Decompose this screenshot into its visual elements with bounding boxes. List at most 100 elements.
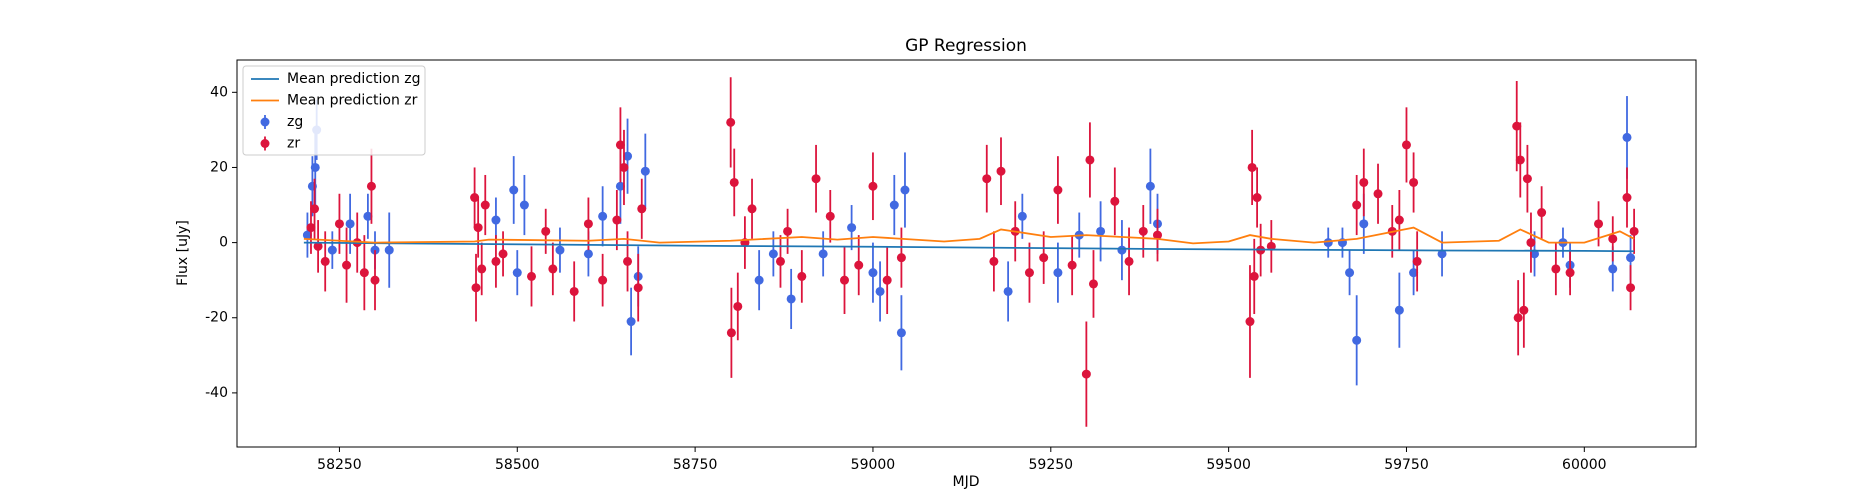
data-point — [342, 260, 352, 270]
data-point — [583, 219, 593, 229]
legend-box — [242, 65, 426, 156]
plot-frame — [236, 59, 1697, 448]
data-point — [1085, 155, 1095, 165]
data-point — [768, 249, 778, 259]
data-point — [726, 328, 736, 338]
data-point — [612, 215, 622, 225]
legend-label: Mean prediction zg — [287, 71, 421, 87]
data-point — [491, 256, 501, 266]
data-point — [471, 283, 481, 293]
data-point — [1626, 283, 1636, 293]
data-point — [1622, 132, 1632, 142]
data-point — [491, 215, 501, 225]
data-point — [541, 226, 551, 236]
data-point — [1345, 268, 1355, 278]
data-point — [754, 275, 764, 285]
data-point — [569, 286, 579, 296]
data-point — [1145, 181, 1155, 191]
y-axis-label: Flux [uJy] — [175, 220, 191, 286]
data-point — [783, 226, 793, 236]
data-point — [1373, 189, 1383, 199]
data-point — [1053, 185, 1063, 195]
data-point — [982, 174, 992, 184]
data-point — [896, 253, 906, 263]
data-point — [1053, 268, 1063, 278]
y-tick-label: -40 — [205, 385, 228, 401]
x-tick-label: 58250 — [317, 457, 362, 473]
data-point — [366, 181, 376, 191]
data-point — [889, 200, 899, 210]
data-point — [313, 241, 323, 251]
data-point — [1409, 268, 1419, 278]
data-point — [996, 166, 1006, 176]
data-point — [480, 200, 490, 210]
legend-label: zr — [287, 136, 300, 152]
data-point — [1323, 238, 1333, 248]
y-tick-label: 20 — [210, 159, 228, 175]
data-point — [747, 204, 757, 214]
x-tick-label: 59750 — [1384, 457, 1429, 473]
data-point — [555, 245, 565, 255]
data-point — [370, 275, 380, 285]
data-point — [1266, 241, 1276, 251]
data-point — [854, 260, 864, 270]
legend-label: zg — [287, 114, 303, 130]
data-point — [726, 117, 736, 127]
data-point — [1359, 177, 1369, 187]
data-point — [1512, 121, 1522, 131]
data-point — [875, 286, 885, 296]
data-point — [498, 249, 508, 259]
data-point — [509, 185, 519, 195]
data-point — [1551, 264, 1561, 274]
data-point — [1608, 264, 1618, 274]
data-point — [1017, 211, 1027, 221]
data-point — [989, 256, 999, 266]
data-point — [623, 151, 633, 161]
data-point — [512, 268, 522, 278]
data-point — [1401, 140, 1411, 150]
data-point — [626, 317, 636, 327]
data-point — [900, 185, 910, 195]
data-point — [868, 181, 878, 191]
mean-line — [303, 226, 1635, 245]
data-point — [327, 245, 337, 255]
y-tick-label: -20 — [205, 310, 228, 326]
data-point — [615, 140, 625, 150]
data-point — [1519, 305, 1529, 315]
plot-area — [302, 77, 1639, 427]
data-point — [1252, 193, 1262, 203]
data-point — [1003, 286, 1013, 296]
data-point — [1117, 245, 1127, 255]
data-point — [1138, 226, 1148, 236]
data-point — [1124, 256, 1134, 266]
data-point — [729, 177, 739, 187]
data-point — [1088, 279, 1098, 289]
data-point — [1394, 215, 1404, 225]
data-point — [1565, 268, 1575, 278]
data-point — [1515, 155, 1525, 165]
data-point — [477, 264, 487, 274]
data-point — [1249, 271, 1259, 281]
data-point — [1352, 200, 1362, 210]
data-point — [519, 200, 529, 210]
data-point — [1247, 162, 1257, 172]
data-point — [637, 204, 647, 214]
data-point — [1608, 234, 1618, 244]
data-point — [473, 223, 483, 233]
data-point — [619, 162, 629, 172]
data-point — [334, 219, 344, 229]
data-point — [640, 166, 650, 176]
data-point — [775, 256, 785, 266]
data-point — [1096, 226, 1106, 236]
x-axis-label: MJD — [953, 474, 980, 490]
data-point — [1394, 305, 1404, 315]
data-point — [306, 223, 316, 233]
legend-marker — [260, 139, 270, 148]
x-tick-label: 59500 — [1206, 457, 1251, 473]
data-point — [797, 271, 807, 281]
data-point — [1039, 253, 1049, 263]
x-tick-label: 58500 — [495, 457, 540, 473]
data-point — [310, 204, 320, 214]
mean-line — [303, 241, 1635, 253]
